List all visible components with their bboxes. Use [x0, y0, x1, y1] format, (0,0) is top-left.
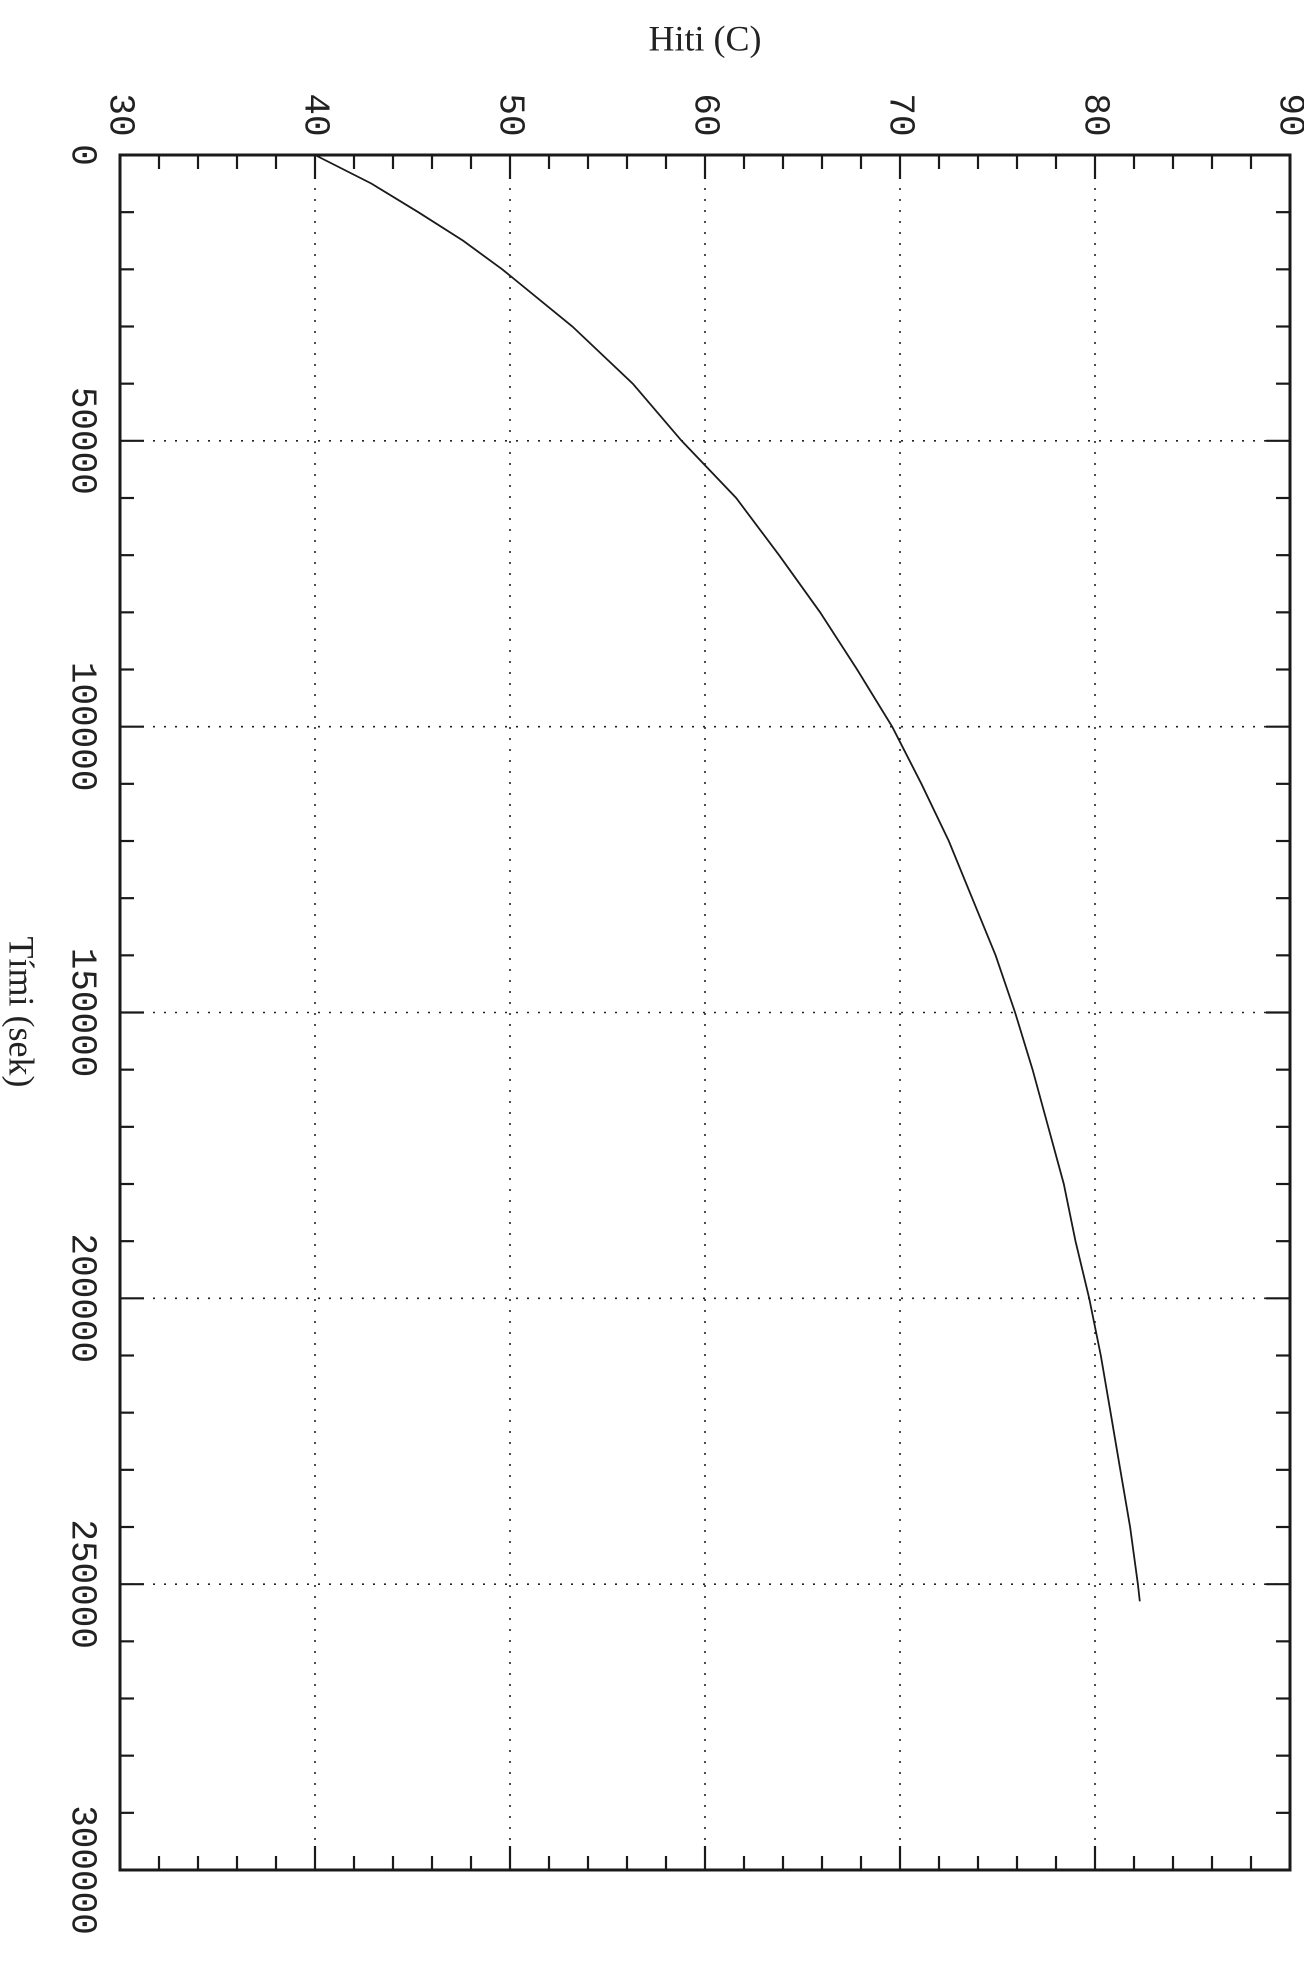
tick-label-temp: 70: [879, 93, 920, 136]
tick-labels: 30 40 50 60 70 80 90 0 50000 100000 150000 200000 25…: [61, 93, 1304, 1934]
tick-label-temp: 40: [294, 93, 335, 136]
y-axis-label: Hiti (C): [649, 18, 762, 58]
tick-label-time: 300000: [61, 1805, 102, 1935]
x-axis-label: Tími (sek): [2, 937, 42, 1088]
tick-label-time: 150000: [61, 948, 102, 1078]
tick-label-time: 50000: [61, 387, 102, 495]
series-line: [314, 154, 1141, 1602]
tick-label-temp: 90: [1269, 93, 1304, 136]
tick-label-time: 250000: [61, 1519, 102, 1649]
tick-label-temp: 60: [684, 93, 725, 136]
tick-label-temp: 80: [1074, 93, 1115, 136]
tick-label-temp: 30: [99, 93, 140, 136]
tick-label-time: 100000: [61, 662, 102, 792]
tick-label-time: 0: [61, 144, 102, 166]
tick-marks: [118, 153, 1292, 1872]
plot-frame: [118, 153, 1292, 1872]
tick-label-time: 200000: [61, 1234, 102, 1364]
grid-lines: [120, 155, 1290, 1870]
tick-label-temp: 50: [489, 93, 530, 136]
